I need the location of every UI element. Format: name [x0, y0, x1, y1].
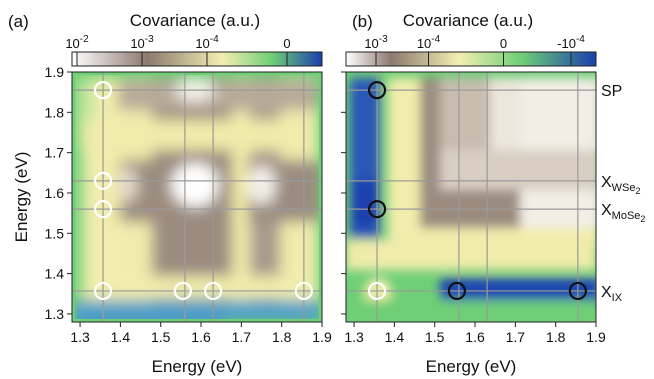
y-tick-label: 1.4: [45, 266, 65, 282]
colorbar-tick-label: 10-4: [417, 34, 441, 51]
y-tick-label: 1.6: [45, 185, 65, 201]
colorbar-tick-label: 10-2: [65, 34, 89, 51]
x-tick-label: 1.6: [465, 329, 485, 345]
panel-b-x-axis-title: Energy (eV): [426, 357, 517, 376]
marker-circle: [173, 281, 192, 301]
panel-a-label: (a): [8, 12, 29, 31]
panel-b-colorbar: [345, 51, 597, 67]
x-tick-label: 1.3: [70, 329, 90, 345]
colorbar-tick-label: 10-3: [130, 34, 154, 51]
marker-circle: [93, 81, 113, 100]
panel-b: (b) Covariance (a.u.) 10-3 10-4 0 -10-4: [341, 11, 645, 376]
y-tick-label: 1.5: [45, 225, 65, 241]
colorbar-tick-label: -10-4: [557, 34, 585, 51]
x-tick-label: 1.8: [546, 329, 566, 345]
x-tick-label: 1.4: [385, 329, 405, 345]
x-tick-label: 1.6: [191, 329, 211, 345]
panel-b-colorbar-labels: 10-3 10-4 0 -10-4: [364, 34, 585, 51]
y-tick-label: 1.3: [45, 306, 65, 322]
y-tick-label: 1.7: [45, 145, 65, 161]
y-tick-label: 1.8: [45, 104, 65, 120]
marker-circle: [447, 281, 466, 301]
x-tick-label: 1.5: [425, 329, 445, 345]
panel-b-label: (b): [352, 12, 373, 31]
panel-a-x-axis-title: Energy (eV): [152, 357, 243, 376]
marker-circle: [204, 281, 223, 301]
x-tick-label: 1.7: [232, 329, 252, 345]
colorbar-tick-label: 10-4: [195, 34, 219, 51]
x-tick-label: 1.9: [586, 329, 606, 345]
marker-circle: [367, 281, 387, 301]
panel-a-colorbar-title: Covariance (a.u.): [130, 11, 260, 30]
colorbar-tick-label: 0: [283, 36, 290, 51]
marker-circle: [93, 199, 113, 219]
panel-a: (a) Covariance (a.u.) 10-2 10-3 10-4 0: [8, 11, 332, 376]
exciton-labels: SP XWSe2 XMoSe2 XIX: [601, 83, 645, 304]
x-tick-label: 1.9: [312, 329, 332, 345]
exciton-label: XWSe2: [601, 174, 641, 196]
panel-b-heatmap: [346, 72, 596, 322]
panel-a-colorbar: [71, 51, 323, 67]
panel-b-colorbar-title: Covariance (a.u.): [403, 11, 533, 30]
exciton-label: XIX: [601, 284, 623, 304]
panel-a-y-axis-title: Energy (eV): [12, 152, 31, 243]
x-tick-label: 1.3: [344, 329, 364, 345]
exciton-label: SP: [601, 83, 622, 100]
marker-circle: [367, 81, 387, 100]
exciton-label: XMoSe2: [601, 202, 645, 224]
x-tick-label: 1.4: [111, 329, 131, 345]
panel-a-heatmap: [72, 72, 322, 322]
colorbar-tick-label: 0: [500, 36, 507, 51]
x-tick-label: 1.8: [272, 329, 292, 345]
y-tick-label: 1.9: [45, 64, 65, 80]
marker-circle: [93, 281, 113, 301]
marker-circle: [568, 281, 587, 301]
x-tick-label: 1.7: [506, 329, 526, 345]
marker-circle: [367, 199, 387, 219]
marker-circle: [93, 171, 113, 190]
colorbar-tick-label: 10-3: [364, 34, 388, 51]
panel-a-colorbar-labels: 10-2 10-3 10-4 0: [65, 34, 290, 51]
marker-circle: [294, 281, 313, 301]
x-tick-label: 1.5: [151, 329, 171, 345]
